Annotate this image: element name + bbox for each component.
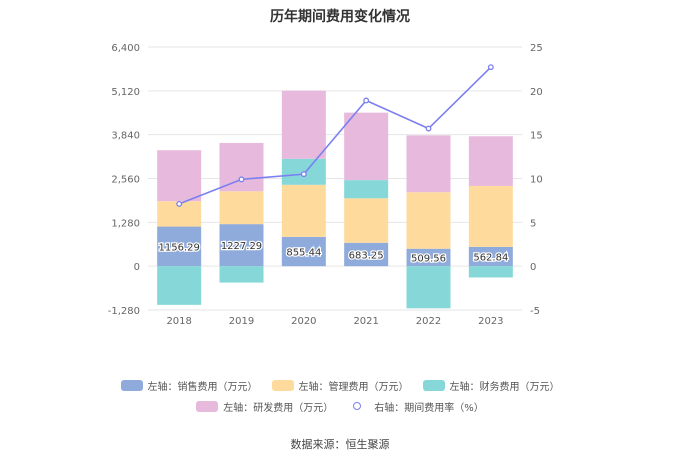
legend: 左轴：销售费用（万元） 左轴：管理费用（万元） 左轴：财务费用（万元） 左轴：研… <box>0 378 680 420</box>
right-tick-label: 25 <box>530 43 543 54</box>
right-tick-label: 10 <box>530 175 543 186</box>
bar-segment <box>468 246 513 267</box>
bar-segment <box>157 266 202 305</box>
line-point <box>363 97 370 104</box>
x-tick-label: 2018 <box>166 316 191 327</box>
legend-row-1: 左轴：销售费用（万元） 左轴：管理费用（万元） 左轴：财务费用（万元） <box>0 378 680 393</box>
legend-swatch-finance <box>422 380 445 391</box>
legend-label-expense-ratio: 右轴：期间费用率（%） <box>374 403 484 414</box>
legend-item-rnd[interactable]: 左轴：研发费用（万元） <box>196 399 333 414</box>
left-tick-label: 3,840 <box>111 131 140 142</box>
bar-segment <box>406 192 451 249</box>
bar-segment <box>157 150 202 202</box>
data-label: 509.56 <box>411 253 446 264</box>
bar-segment <box>281 90 326 159</box>
legend-item-expense-ratio[interactable]: 右轴：期间费用率（%） <box>347 399 484 414</box>
bar-segment <box>281 236 326 267</box>
chart-title: 历年期间费用变化情况 <box>270 9 410 25</box>
bar-segment <box>219 266 264 283</box>
bar-segment <box>406 135 451 193</box>
left-tick-label: 6,400 <box>111 43 140 54</box>
legend-label-management: 左轴：管理费用（万元） <box>298 382 409 393</box>
line-layer <box>176 64 494 207</box>
right-tick-label: 15 <box>530 131 543 142</box>
bar-segment <box>219 191 264 225</box>
x-tick-label: 2022 <box>416 316 441 327</box>
data-label: 562.84 <box>473 253 508 264</box>
data-label: 1156.29 <box>158 242 199 253</box>
chart-plot: 1156.29 1227.29 855.44 683.25 509.56 562.84 -… <box>108 43 543 327</box>
bar-segment <box>281 184 326 237</box>
bar-segment <box>219 224 264 267</box>
grid-layer <box>148 46 522 311</box>
line-point <box>300 171 307 178</box>
bar-segment <box>344 198 389 243</box>
left-tick-label: 1,280 <box>111 218 140 229</box>
legend-swatch-management <box>271 380 294 391</box>
legend-item-sales[interactable]: 左轴：销售费用（万元） <box>120 378 258 393</box>
data-label: 855.44 <box>286 248 321 259</box>
bar-segment <box>406 248 451 267</box>
data-label: 683.25 <box>349 250 384 261</box>
x-tick-label: 2020 <box>291 316 316 327</box>
legend-swatch-sales <box>120 380 143 391</box>
line-point <box>425 125 432 132</box>
right-tick-label: 5 <box>530 218 536 229</box>
left-tick-label: 0 <box>134 262 140 273</box>
bar-segment <box>468 266 513 278</box>
data-label: 1227.29 <box>221 241 262 252</box>
line-point <box>238 176 245 183</box>
right-tick-label: 0 <box>530 262 536 273</box>
label-layer: 1156.29 1227.29 855.44 683.25 509.56 562.84 <box>157 240 509 266</box>
legend-label-sales: 左轴：销售费用（万元） <box>147 382 258 393</box>
line-point <box>176 200 183 207</box>
right-tick-label: -5 <box>530 306 540 317</box>
x-tick-label: 2023 <box>478 316 503 327</box>
x-tick-label: 2019 <box>229 316 254 327</box>
bar-segment <box>468 185 513 247</box>
left-tick-label: 2,560 <box>111 175 140 186</box>
right-tick-label: 20 <box>530 87 543 98</box>
line-point <box>487 64 494 71</box>
bar-segment <box>344 242 389 267</box>
bar-segment <box>406 266 451 309</box>
bar-segment <box>219 142 264 192</box>
bar-layer <box>157 90 513 309</box>
axis-layer: -1,280 0 1,280 2,560 3,840 5,120 6,400 -5 0 5 10 15… <box>108 43 543 327</box>
left-tick-label: 5,120 <box>111 87 140 98</box>
bar-segment <box>468 136 513 186</box>
legend-swatch-rnd <box>196 401 219 412</box>
legend-label-finance: 左轴：财务费用（万元） <box>449 382 560 393</box>
legend-row-2: 左轴：研发费用（万元） 右轴：期间费用率（%） <box>0 399 680 414</box>
left-tick-label: -1,280 <box>108 306 140 317</box>
x-tick-label: 2021 <box>353 316 378 327</box>
series-line <box>178 66 492 205</box>
legend-swatch-expense-ratio <box>347 401 369 412</box>
bar-segment <box>344 180 389 199</box>
bar-segment <box>157 226 202 267</box>
legend-label-rnd: 左轴：研发费用（万元） <box>223 403 334 414</box>
source-note: 数据来源：恒生聚源 <box>290 438 390 451</box>
bar-segment <box>344 112 389 181</box>
legend-item-management[interactable]: 左轴：管理费用（万元） <box>271 378 409 393</box>
legend-item-finance[interactable]: 左轴：财务费用（万元） <box>422 378 560 393</box>
